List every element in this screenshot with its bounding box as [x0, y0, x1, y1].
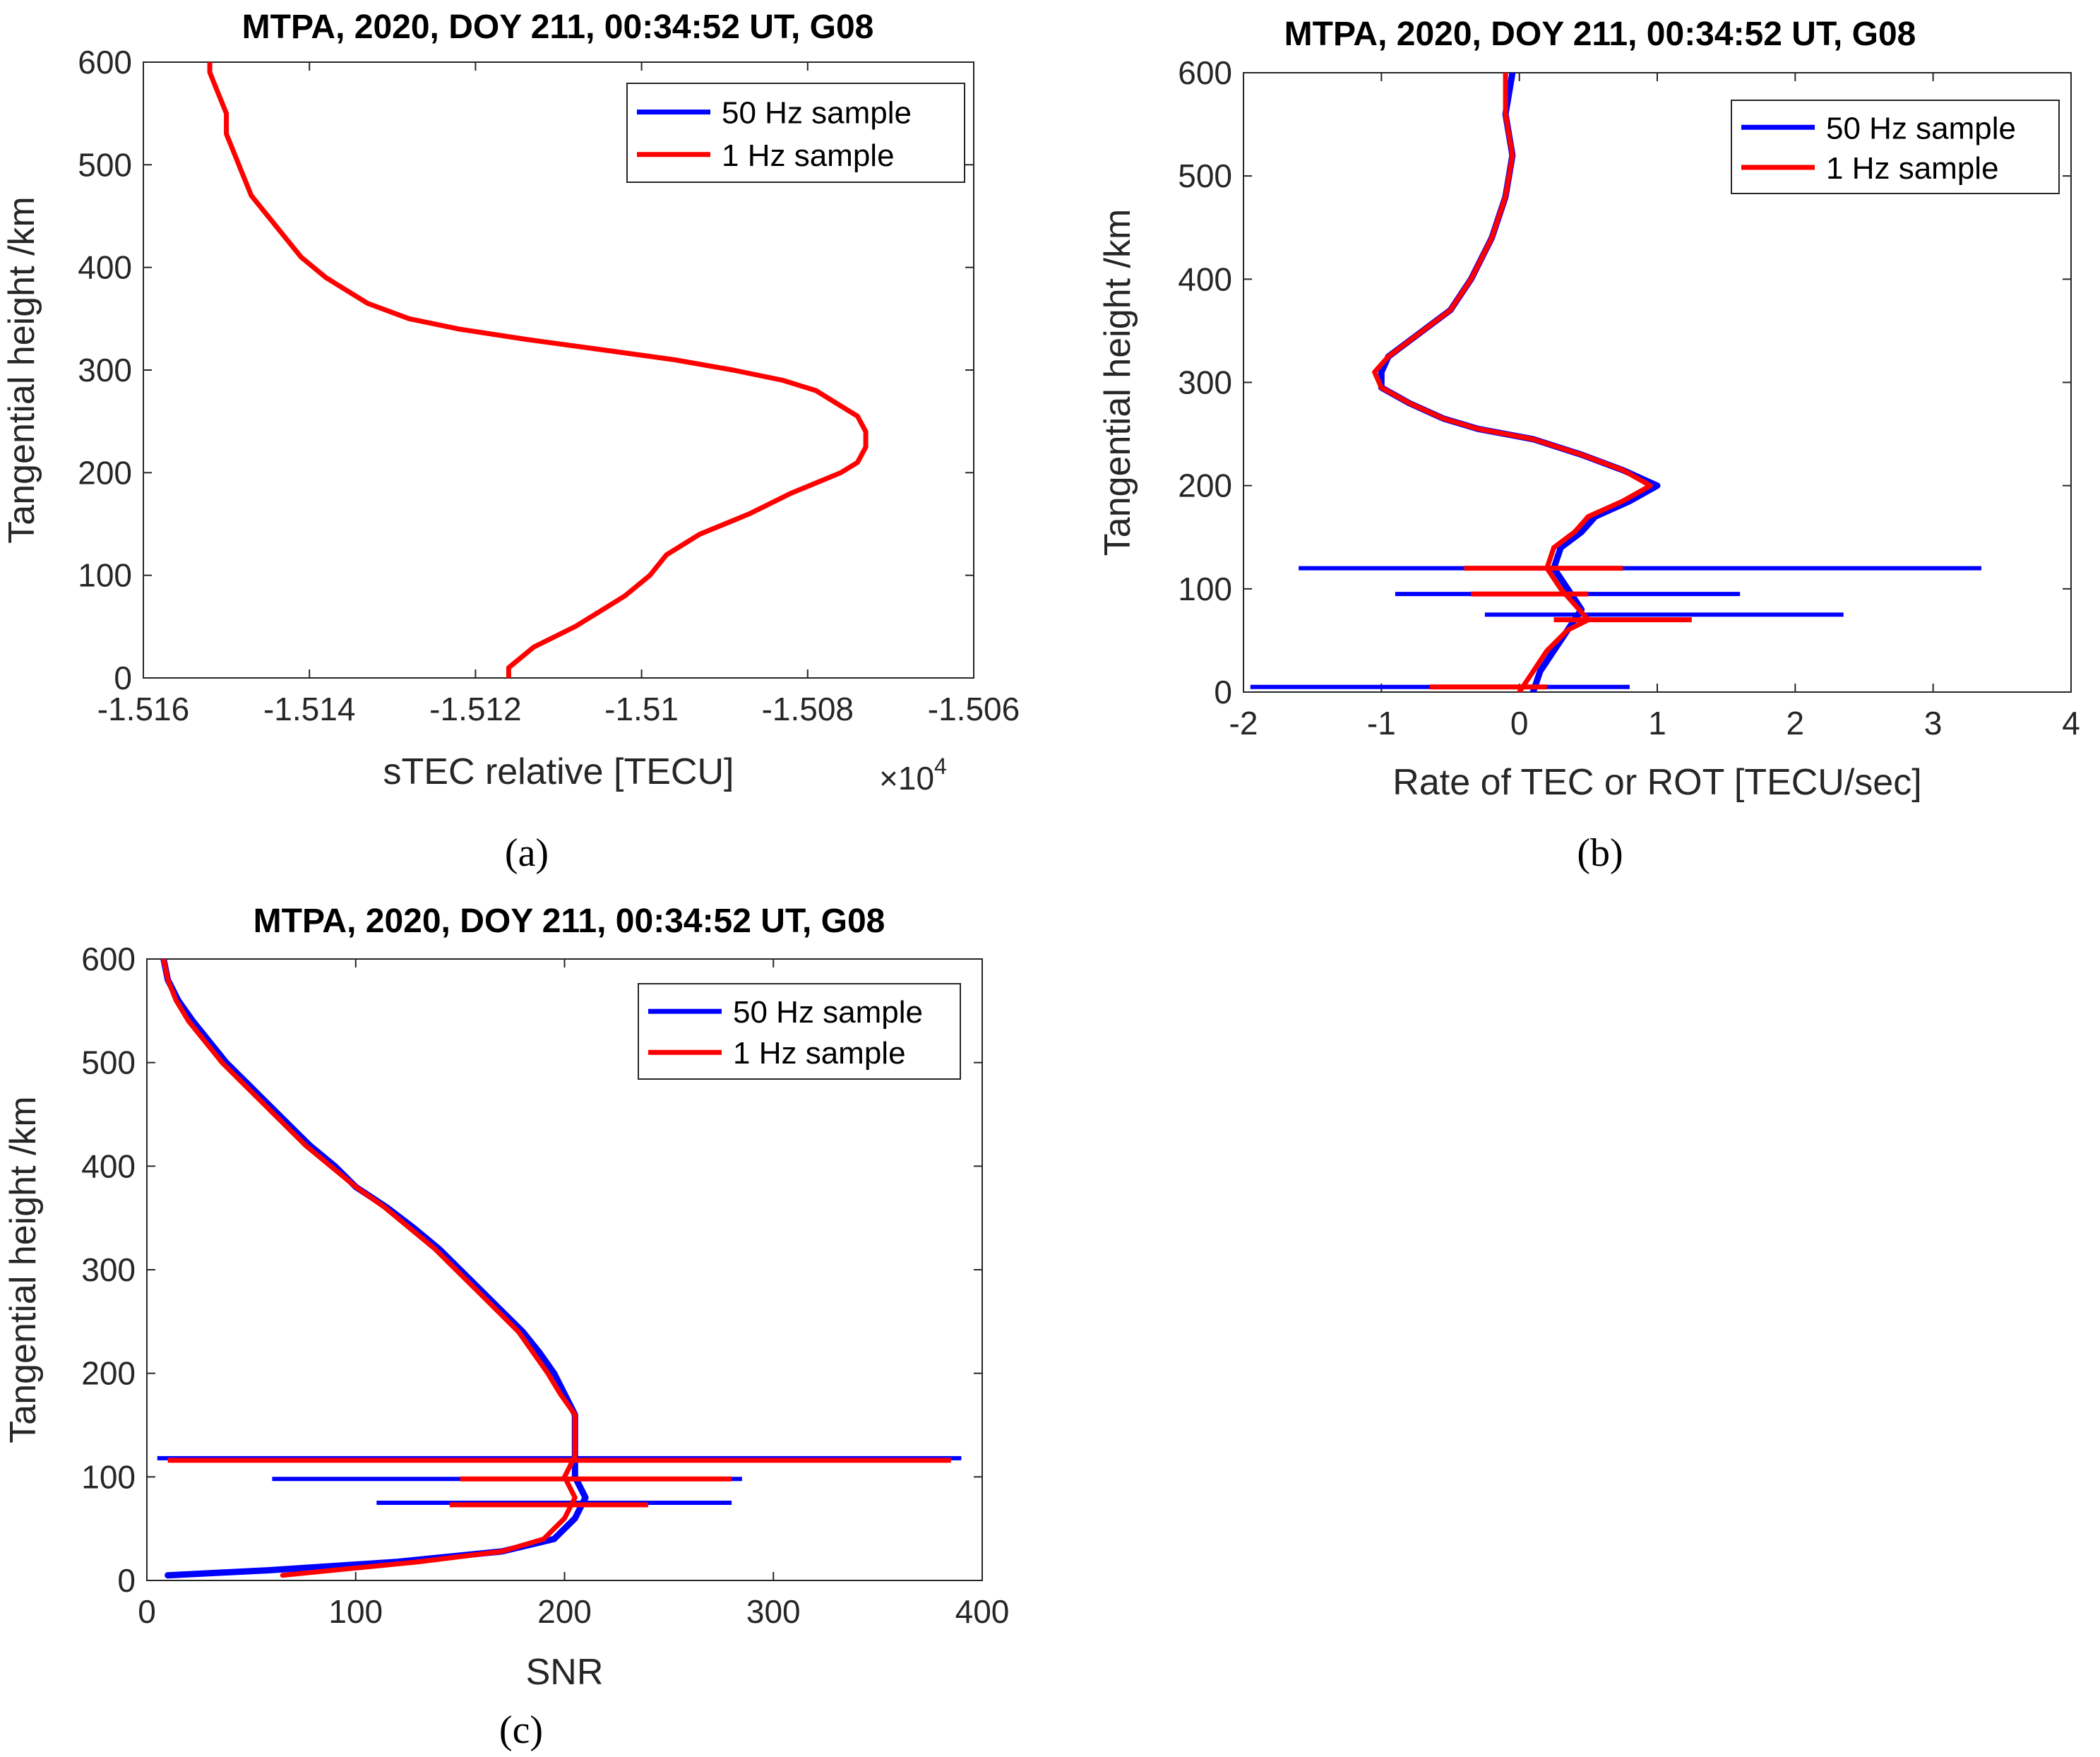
- legend-label: 1 Hz sample: [722, 138, 895, 173]
- legend: 50 Hz sample 1 Hz sample: [638, 983, 961, 1080]
- x-axis-label: sTEC relative [TECU]: [383, 751, 734, 792]
- x-exponent-power: 4: [934, 754, 947, 779]
- series-line-50-hz-sample: [1378, 73, 1661, 692]
- x-tick-label: 1: [1648, 705, 1666, 741]
- x-tick-label: 0: [1510, 705, 1529, 741]
- y-tick-label: 500: [78, 146, 132, 183]
- y-axis-label: Tangential height /km: [1097, 209, 1138, 556]
- y-tick-label: 400: [81, 1148, 136, 1184]
- y-tick-label: 100: [78, 557, 132, 594]
- y-tick-label: 600: [78, 44, 132, 81]
- y-tick-label: 0: [114, 660, 132, 696]
- x-tick-label: -1.506: [928, 691, 1020, 727]
- y-tick-label: 400: [78, 249, 132, 286]
- chart-a: MTPA, 2020, DOY 211, 00:34:52 UT, G08 -1.…: [1, 8, 1020, 875]
- x-tick-label: 300: [746, 1593, 801, 1630]
- y-tick-label: 200: [78, 454, 132, 491]
- panel-caption: (a): [505, 831, 549, 875]
- y-tick-label: 300: [81, 1251, 136, 1288]
- series-line-1-hz-sample: [207, 62, 869, 678]
- x-tick-label: 400: [955, 1593, 1010, 1630]
- y-tick-label: 200: [1178, 467, 1232, 504]
- x-tick-label: -1.514: [263, 691, 355, 727]
- y-tick-label: 300: [78, 352, 132, 388]
- y-tick-label: 500: [81, 1044, 136, 1081]
- x-tick-label: 2: [1786, 705, 1805, 741]
- legend: 50 Hz sample 1 Hz sample: [626, 83, 965, 183]
- x-tick-label: 4: [2062, 705, 2080, 741]
- x-tick-label: 100: [328, 1593, 383, 1630]
- y-axis-label: Tangential height /km: [3, 1096, 44, 1443]
- x-tick-label: -2: [1229, 705, 1258, 741]
- chart-c: MTPA, 2020, DOY 211, 00:34:52 UT, G08 0 10…: [3, 903, 1009, 1752]
- series-line-1-hz-sample: [1372, 73, 1653, 692]
- y-tick-label: 0: [117, 1562, 136, 1599]
- chart-b: MTPA, 2020, DOY 211, 00:34:52 UT, G08 -2 -…: [1097, 16, 2080, 875]
- y-tick-label: 0: [1214, 674, 1232, 710]
- chart-title: MTPA, 2020, DOY 211, 00:34:52 UT, G08: [253, 903, 885, 940]
- y-tick-label: 500: [1178, 157, 1232, 194]
- series-line-1-hz-sample: [161, 959, 578, 1578]
- y-tick-label: 100: [1178, 571, 1232, 607]
- x-tick-label: -1.51: [604, 691, 679, 727]
- series-line-50-hz-sample: [160, 959, 589, 1579]
- x-tick-label: -1.516: [97, 691, 189, 727]
- legend: 50 Hz sample 1 Hz sample: [1731, 100, 2060, 194]
- y-tick-label: 300: [1178, 364, 1232, 401]
- y-tick-label: 600: [1178, 54, 1232, 91]
- x-axis-label: SNR: [526, 1652, 604, 1693]
- y-tick-label: 200: [81, 1355, 136, 1392]
- legend-label: 50 Hz sample: [722, 96, 912, 131]
- panel-caption: (c): [499, 1708, 543, 1752]
- series-group: [1250, 73, 1982, 692]
- legend-label: 50 Hz sample: [733, 995, 923, 1030]
- legend-label: 50 Hz sample: [1826, 111, 2016, 145]
- x-tick-label: -1.512: [429, 691, 521, 727]
- panel-caption: (b): [1577, 831, 1623, 875]
- y-axis-label: Tangential height /km: [1, 196, 42, 543]
- chart-title: MTPA, 2020, DOY 211, 00:34:52 UT, G08: [242, 8, 874, 46]
- chart-title: MTPA, 2020, DOY 211, 00:34:52 UT, G08: [1284, 16, 1916, 53]
- legend-label: 1 Hz sample: [1826, 151, 1999, 186]
- y-tick-label: 400: [1178, 261, 1232, 297]
- y-tick-label: 100: [81, 1458, 136, 1495]
- legend-label: 1 Hz sample: [733, 1036, 906, 1071]
- x-tick-label: 3: [1924, 705, 1943, 741]
- x-tick-label: 0: [138, 1593, 156, 1630]
- series-group: [157, 959, 962, 1579]
- x-exponent-label: ×104: [879, 754, 947, 797]
- x-tick-label: -1.508: [762, 691, 854, 727]
- y-tick-label: 600: [81, 941, 136, 977]
- legend-box: [1731, 100, 2060, 194]
- legend-box: [626, 83, 965, 183]
- series-group: [207, 62, 869, 678]
- legend-box: [638, 983, 961, 1080]
- x-tick-label: 200: [537, 1593, 592, 1630]
- x-axis-label: Rate of TEC or ROT [TECU/sec]: [1392, 762, 1921, 803]
- x-tick-label: -1: [1367, 705, 1396, 741]
